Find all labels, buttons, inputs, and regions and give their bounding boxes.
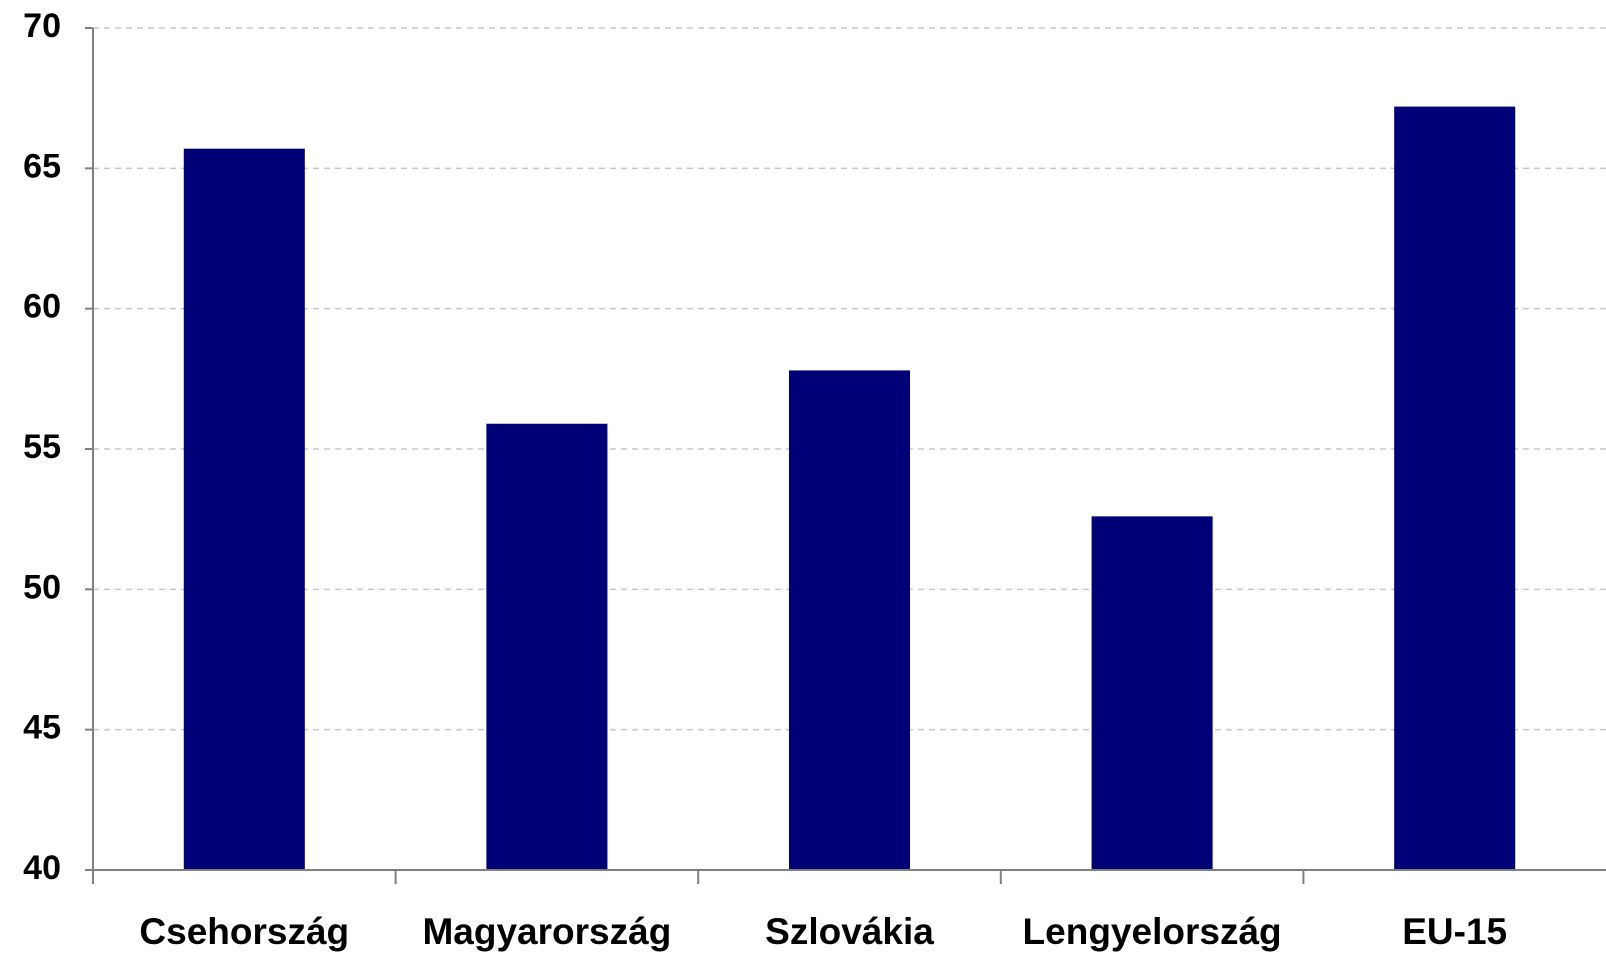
y-tick-label: 50 xyxy=(23,568,61,606)
y-tick-label: 65 xyxy=(23,147,61,185)
x-tick-label: Szlovákia xyxy=(765,911,934,952)
bar xyxy=(486,423,608,870)
y-tick-label: 70 xyxy=(23,7,61,45)
bar xyxy=(788,370,911,870)
y-tick-label: 60 xyxy=(23,288,61,326)
x-tick-label: Lengyelország xyxy=(1023,911,1282,952)
x-tick-label: Csehország xyxy=(139,911,349,952)
x-tick-label: Magyarország xyxy=(422,911,671,952)
bar xyxy=(1394,106,1516,870)
x-tick-label: EU-15 xyxy=(1402,911,1507,952)
y-tick-label: 40 xyxy=(23,849,61,887)
bar xyxy=(183,148,305,871)
y-tick-label: 55 xyxy=(23,428,61,466)
y-tick-label: 45 xyxy=(23,709,61,747)
bar xyxy=(1091,516,1213,870)
